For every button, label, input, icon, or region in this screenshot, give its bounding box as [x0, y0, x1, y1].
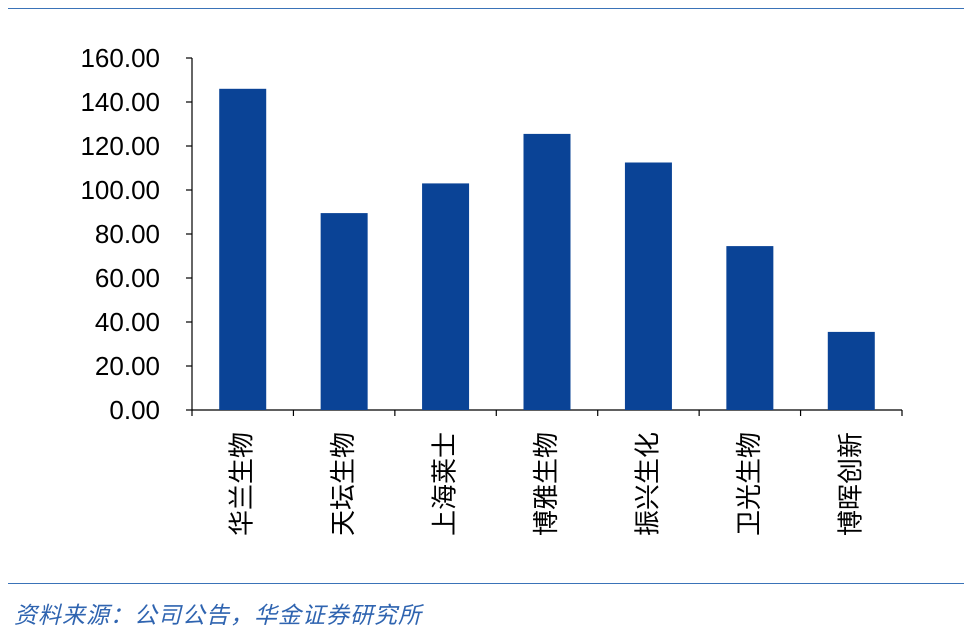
bottom-divider: [8, 583, 964, 584]
y-tick-label: 160.00: [80, 43, 160, 73]
x-category-label: 卫光生物: [735, 432, 765, 536]
x-category-label: 博晖创新: [836, 432, 866, 536]
source-note: 资料来源：公司公告，华金证券研究所: [14, 603, 422, 629]
y-tick-labels: 0.00 20.00 40.00 60.00 80.00 100.00 120.00 140.…: [80, 43, 160, 425]
x-category-label: 华兰生物: [228, 432, 258, 536]
y-tick-label: 140.00: [80, 87, 160, 117]
bar: [219, 88, 267, 411]
bar: [827, 331, 875, 410]
y-tick-label: 20.00: [95, 351, 160, 381]
x-category-labels: 华兰生物 天坛生物 上海莱士 博雅生物 振兴生化 卫光生物 博晖创新: [228, 432, 867, 536]
bar: [320, 213, 368, 410]
bar: [422, 183, 470, 410]
bar-chart: 0.00 20.00 40.00 60.00 80.00 100.00 120.00 140.…: [80, 43, 903, 536]
y-tick-label: 120.00: [80, 131, 160, 161]
y-tick-label: 60.00: [95, 263, 160, 293]
x-category-label: 天坛生物: [329, 432, 359, 536]
chart-bars: [219, 88, 875, 411]
x-category-label: 振兴生化: [633, 432, 663, 536]
y-tick-label: 80.00: [95, 219, 160, 249]
top-divider: [8, 8, 964, 9]
y-tick-label: 0.00: [109, 395, 160, 425]
y-tick-label: 100.00: [80, 175, 160, 205]
bar: [624, 162, 672, 410]
bar: [523, 133, 571, 410]
x-category-label: 博雅生物: [532, 432, 562, 536]
y-tick-label: 40.00: [95, 307, 160, 337]
x-category-label: 上海莱士: [431, 432, 461, 536]
bar: [726, 246, 774, 410]
